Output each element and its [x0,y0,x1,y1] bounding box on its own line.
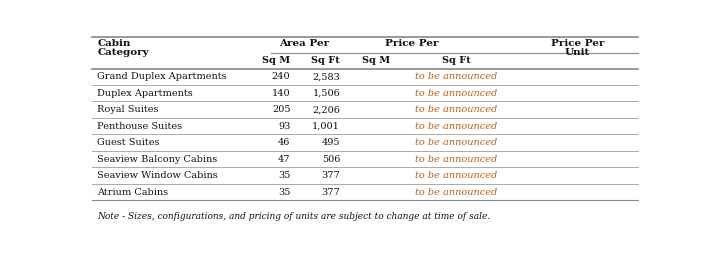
Text: Sq M: Sq M [262,56,290,65]
Text: Sq Ft: Sq Ft [311,56,340,65]
Text: 495: 495 [322,138,340,147]
Text: to be announced: to be announced [415,105,497,114]
Text: to be announced: to be announced [415,89,497,98]
Text: to be announced: to be announced [415,122,497,131]
Text: Sq Ft: Sq Ft [441,56,471,65]
Text: 93: 93 [278,122,290,131]
Text: to be announced: to be announced [415,187,497,197]
Text: Grand Duplex Apartments: Grand Duplex Apartments [98,72,227,81]
Text: Seaview Balcony Cabins: Seaview Balcony Cabins [98,155,218,164]
Text: 2,206: 2,206 [312,105,340,114]
Text: to be announced: to be announced [415,72,497,81]
Text: 2,583: 2,583 [312,72,340,81]
Text: Penthouse Suites: Penthouse Suites [98,122,182,131]
Text: 240: 240 [272,72,290,81]
Text: to be announced: to be announced [415,171,497,180]
Text: Note - Sizes, configurations, and pricing of units are subject to change at time: Note - Sizes, configurations, and pricin… [98,212,491,221]
Text: Atrium Cabins: Atrium Cabins [98,187,169,197]
Text: to be announced: to be announced [415,138,497,147]
Text: 35: 35 [278,187,290,197]
Text: 1,506: 1,506 [313,89,340,98]
Text: Price Per: Price Per [385,39,439,48]
Text: 140: 140 [272,89,290,98]
Text: Price Per: Price Per [550,39,604,48]
Text: Duplex Apartments: Duplex Apartments [98,89,193,98]
Text: 377: 377 [321,171,340,180]
Text: Guest Suites: Guest Suites [98,138,159,147]
Text: 46: 46 [278,138,290,147]
Text: 47: 47 [278,155,290,164]
Text: 1,001: 1,001 [312,122,340,131]
Text: Royal Suites: Royal Suites [98,105,159,114]
Text: Unit: Unit [565,48,590,57]
Text: 35: 35 [278,171,290,180]
Text: to be announced: to be announced [415,155,497,164]
Text: Area Per: Area Per [279,39,329,48]
Text: Category: Category [98,48,149,57]
Text: Sq M: Sq M [362,56,389,65]
Text: Seaview Window Cabins: Seaview Window Cabins [98,171,218,180]
Text: 205: 205 [272,105,290,114]
Text: 377: 377 [321,187,340,197]
Text: Cabin: Cabin [98,39,130,48]
Text: 506: 506 [322,155,340,164]
